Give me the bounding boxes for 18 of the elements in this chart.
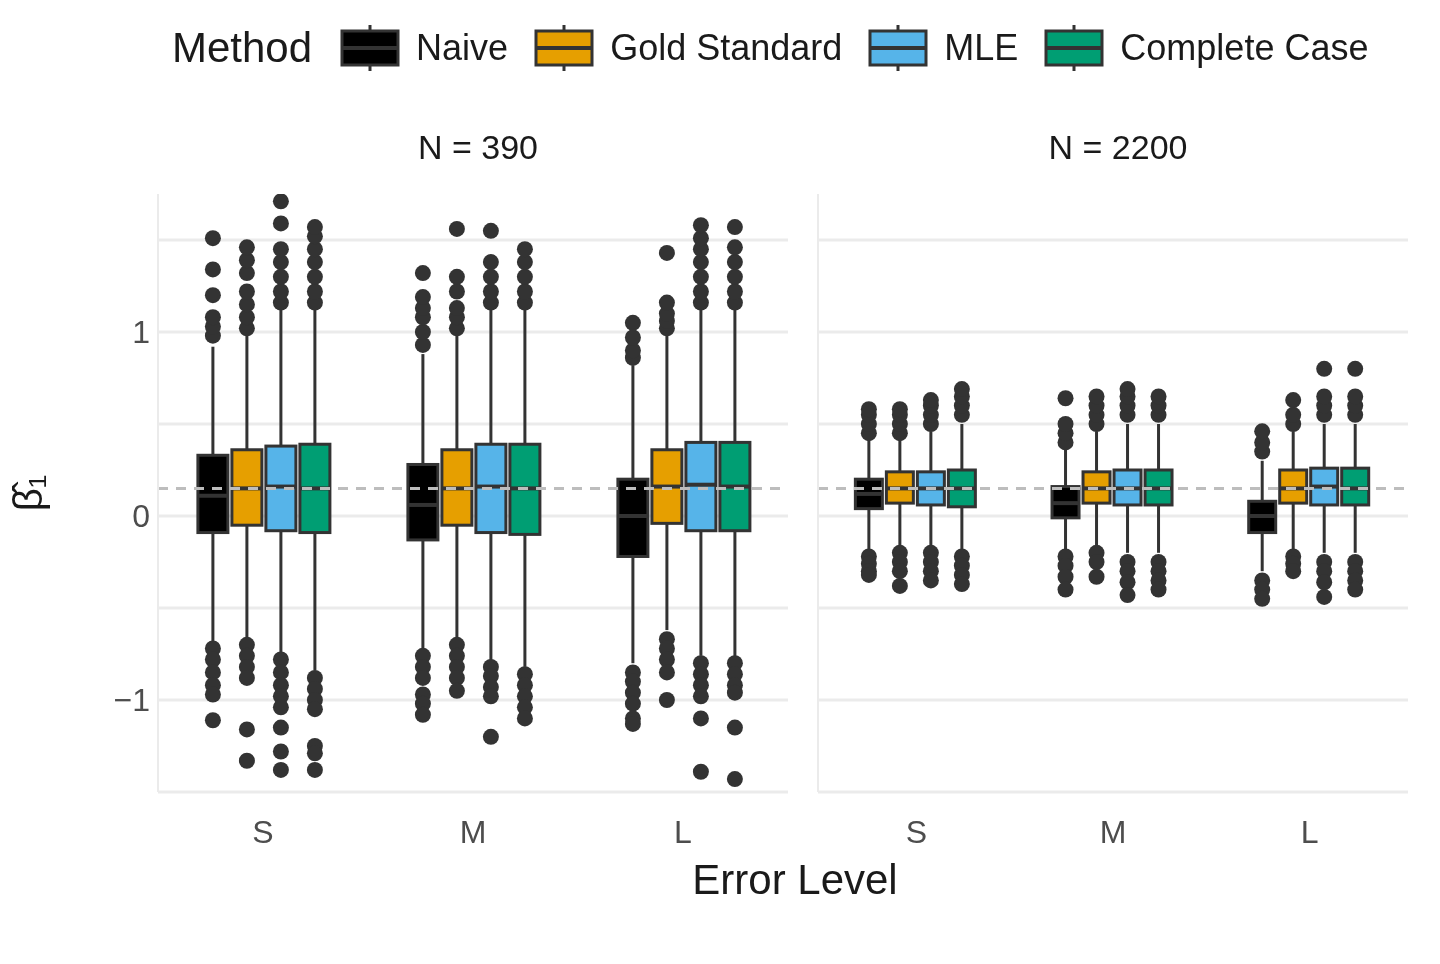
x-tick-label: M <box>1099 813 1127 850</box>
x-tick-label: L <box>1300 813 1319 850</box>
chart-title: N = 2200 <box>1047 128 1189 168</box>
legend-label: MLE <box>944 27 1019 69</box>
x-tick-label: S <box>252 813 274 850</box>
x-tick-label: M <box>459 813 487 850</box>
legend-label: Naive <box>416 27 509 69</box>
legend-label: Complete Case <box>1120 27 1369 69</box>
legend-title: Method <box>172 24 313 72</box>
x-tick-label: S <box>905 813 928 850</box>
y-tick-label: 0 <box>132 498 150 535</box>
legend-label: Gold Standard <box>610 27 843 69</box>
y-tick-label: 1 <box>132 314 150 351</box>
chart-title: N = 390 <box>417 128 539 168</box>
y-tick-label: −1 <box>113 682 150 719</box>
x-axis-title: Error Level <box>691 856 899 904</box>
y-axis-title: β̂₁ <box>6 474 51 512</box>
x-tick-label: L <box>674 813 692 850</box>
